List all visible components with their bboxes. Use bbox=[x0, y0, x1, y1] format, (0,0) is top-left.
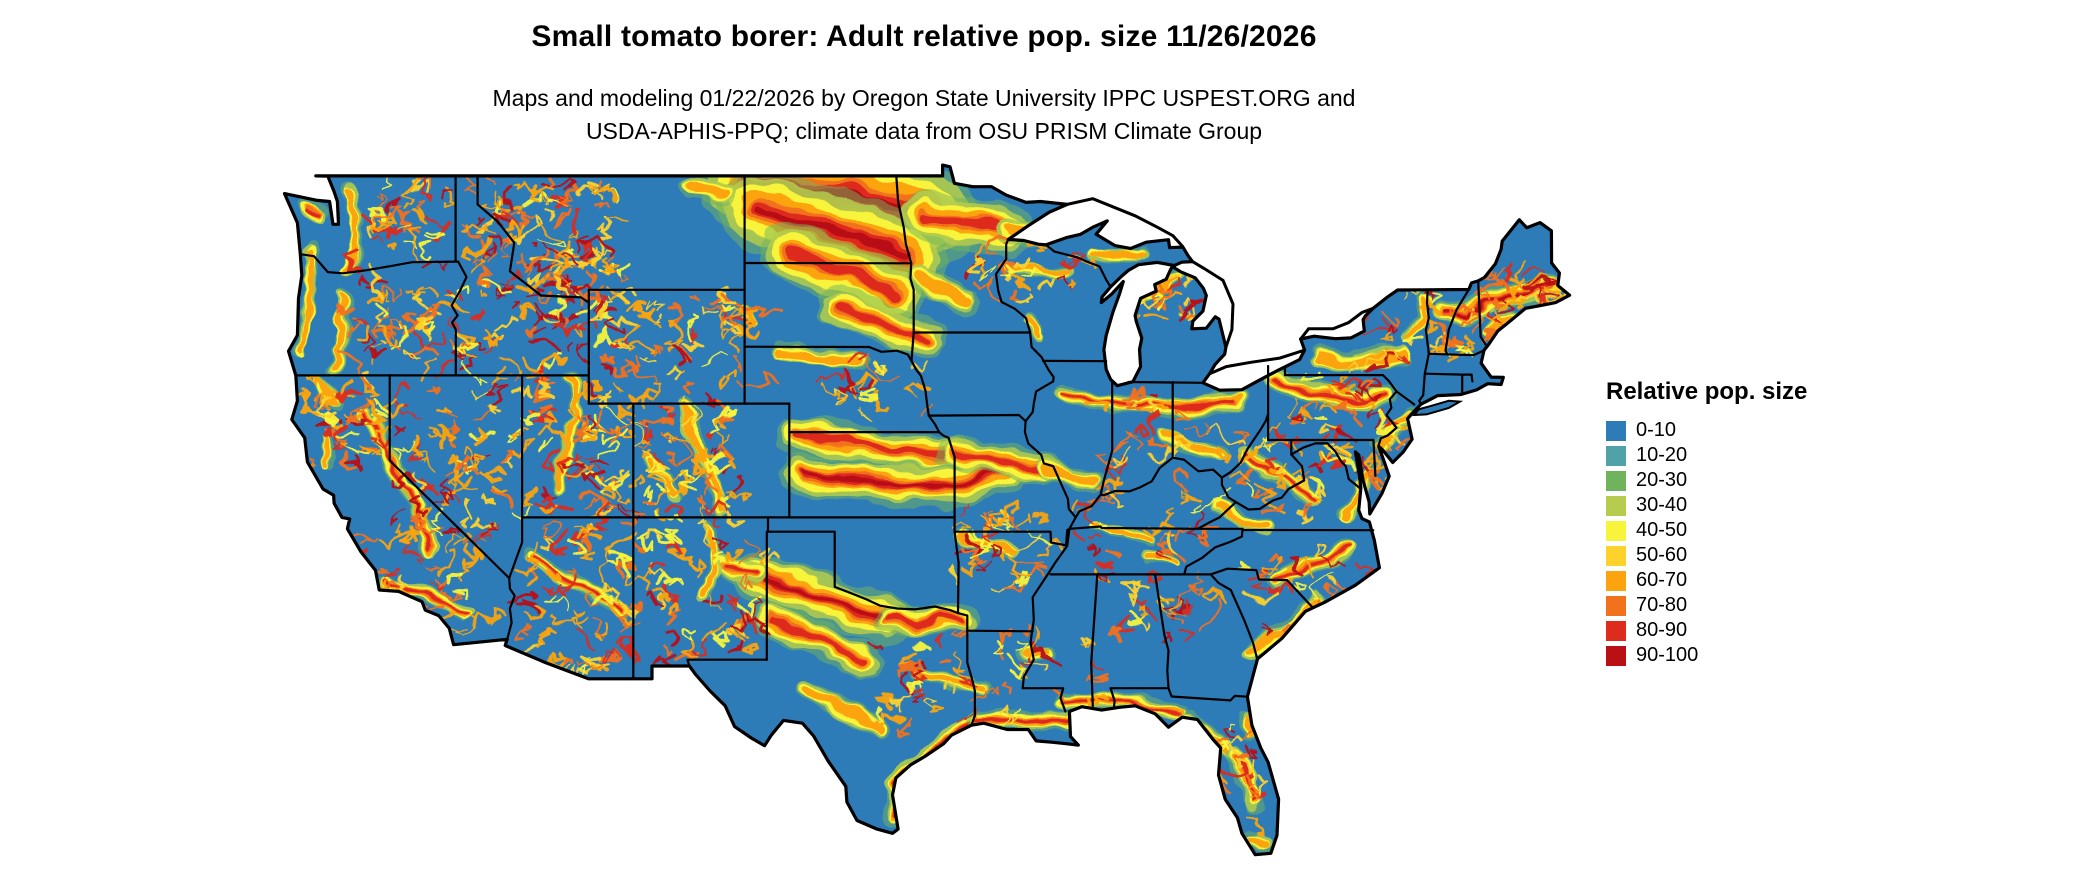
legend-item: 0-10 bbox=[1606, 418, 1936, 443]
legend-item: 40-50 bbox=[1606, 518, 1936, 543]
map-title: Small tomato borer: Adult relative pop. … bbox=[531, 20, 1317, 53]
legend-swatch bbox=[1606, 545, 1626, 566]
legend: Relative pop. size 0-10 10-20 20-30 30-40 40… bbox=[1606, 378, 1936, 668]
legend-swatch bbox=[1606, 445, 1626, 466]
legend-swatch bbox=[1606, 595, 1626, 616]
legend-label: 90-100 bbox=[1636, 644, 1699, 666]
legend-label: 0-10 bbox=[1636, 419, 1677, 441]
legend-title: Relative pop. size bbox=[1606, 378, 1808, 405]
map-subtitle: Maps and modeling 01/22/2026 by Oregon S… bbox=[0, 82, 1848, 148]
legend-swatch bbox=[1606, 520, 1626, 541]
legend-swatch bbox=[1606, 570, 1626, 591]
map-heat-layer bbox=[284, 165, 1570, 854]
map-land bbox=[284, 165, 1570, 855]
legend-label: 70-80 bbox=[1636, 594, 1688, 616]
legend-label: 60-70 bbox=[1636, 569, 1688, 591]
legend-item: 60-70 bbox=[1606, 568, 1936, 593]
legend-items: 0-10 10-20 20-30 30-40 40-50 50-60 60-70 70-80 8… bbox=[1606, 418, 1936, 668]
map-lake-border-lines bbox=[1066, 197, 1374, 376]
legend-item: 20-30 bbox=[1606, 468, 1936, 493]
legend-item: 90-100 bbox=[1606, 643, 1936, 668]
map-header: Small tomato borer: Adult relative pop. … bbox=[0, 20, 1848, 148]
map-subtitle-line2: USDA-APHIS-PPQ; climate data from OSU PR… bbox=[585, 118, 1263, 144]
legend-swatch bbox=[1606, 620, 1626, 641]
legend-item: 80-90 bbox=[1606, 618, 1936, 643]
legend-item: 50-60 bbox=[1606, 543, 1936, 568]
legend-label: 50-60 bbox=[1636, 544, 1688, 566]
map-subtitle-line1: Maps and modeling 01/22/2026 by Oregon S… bbox=[492, 85, 1356, 111]
legend-label: 80-90 bbox=[1636, 619, 1688, 641]
legend-swatch bbox=[1606, 420, 1626, 441]
legend-label: 20-30 bbox=[1636, 469, 1688, 491]
legend-swatch bbox=[1606, 645, 1626, 666]
legend-label: 40-50 bbox=[1636, 519, 1688, 541]
legend-label: 30-40 bbox=[1636, 494, 1688, 516]
legend-swatch bbox=[1606, 470, 1626, 491]
us-map-svg bbox=[282, 163, 1572, 857]
legend-item: 30-40 bbox=[1606, 493, 1936, 518]
legend-item: 70-80 bbox=[1606, 593, 1936, 618]
us-map-figure bbox=[274, 156, 1580, 879]
legend-label: 10-20 bbox=[1636, 444, 1688, 466]
map-outline bbox=[282, 163, 1572, 857]
legend-item: 10-20 bbox=[1606, 443, 1936, 468]
map-state-borders bbox=[294, 174, 1487, 727]
legend-swatch bbox=[1606, 495, 1626, 516]
